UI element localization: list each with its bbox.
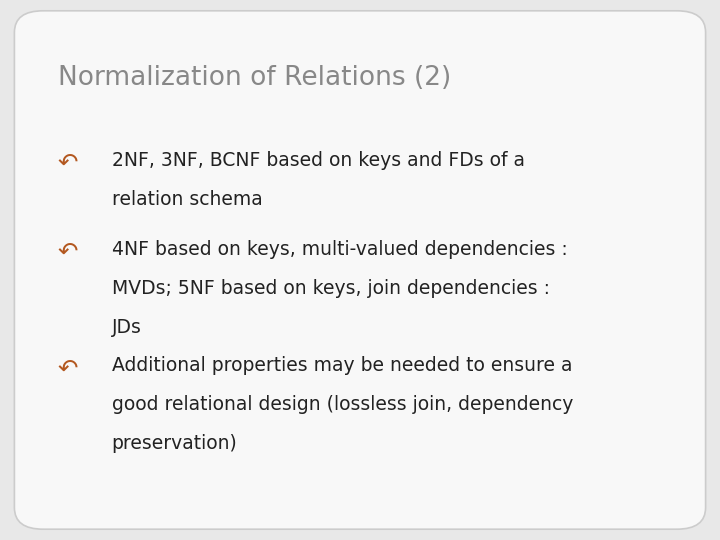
Text: 4NF based on keys, multi-valued dependencies :: 4NF based on keys, multi-valued dependen…: [112, 240, 567, 259]
Text: ↶: ↶: [58, 151, 78, 175]
Text: good relational design (lossless join, dependency: good relational design (lossless join, d…: [112, 395, 573, 414]
Text: ↶: ↶: [58, 356, 78, 380]
Text: Additional properties may be needed to ensure a: Additional properties may be needed to e…: [112, 356, 572, 375]
Text: JDs: JDs: [112, 318, 141, 337]
Text: ↶: ↶: [58, 240, 78, 264]
Text: preservation): preservation): [112, 434, 238, 453]
Text: MVDs; 5NF based on keys, join dependencies :: MVDs; 5NF based on keys, join dependenci…: [112, 279, 549, 298]
Text: relation schema: relation schema: [112, 190, 262, 209]
Text: Normalization of Relations (2): Normalization of Relations (2): [58, 65, 451, 91]
Text: 2NF, 3NF, BCNF based on keys and FDs of a: 2NF, 3NF, BCNF based on keys and FDs of …: [112, 151, 525, 170]
